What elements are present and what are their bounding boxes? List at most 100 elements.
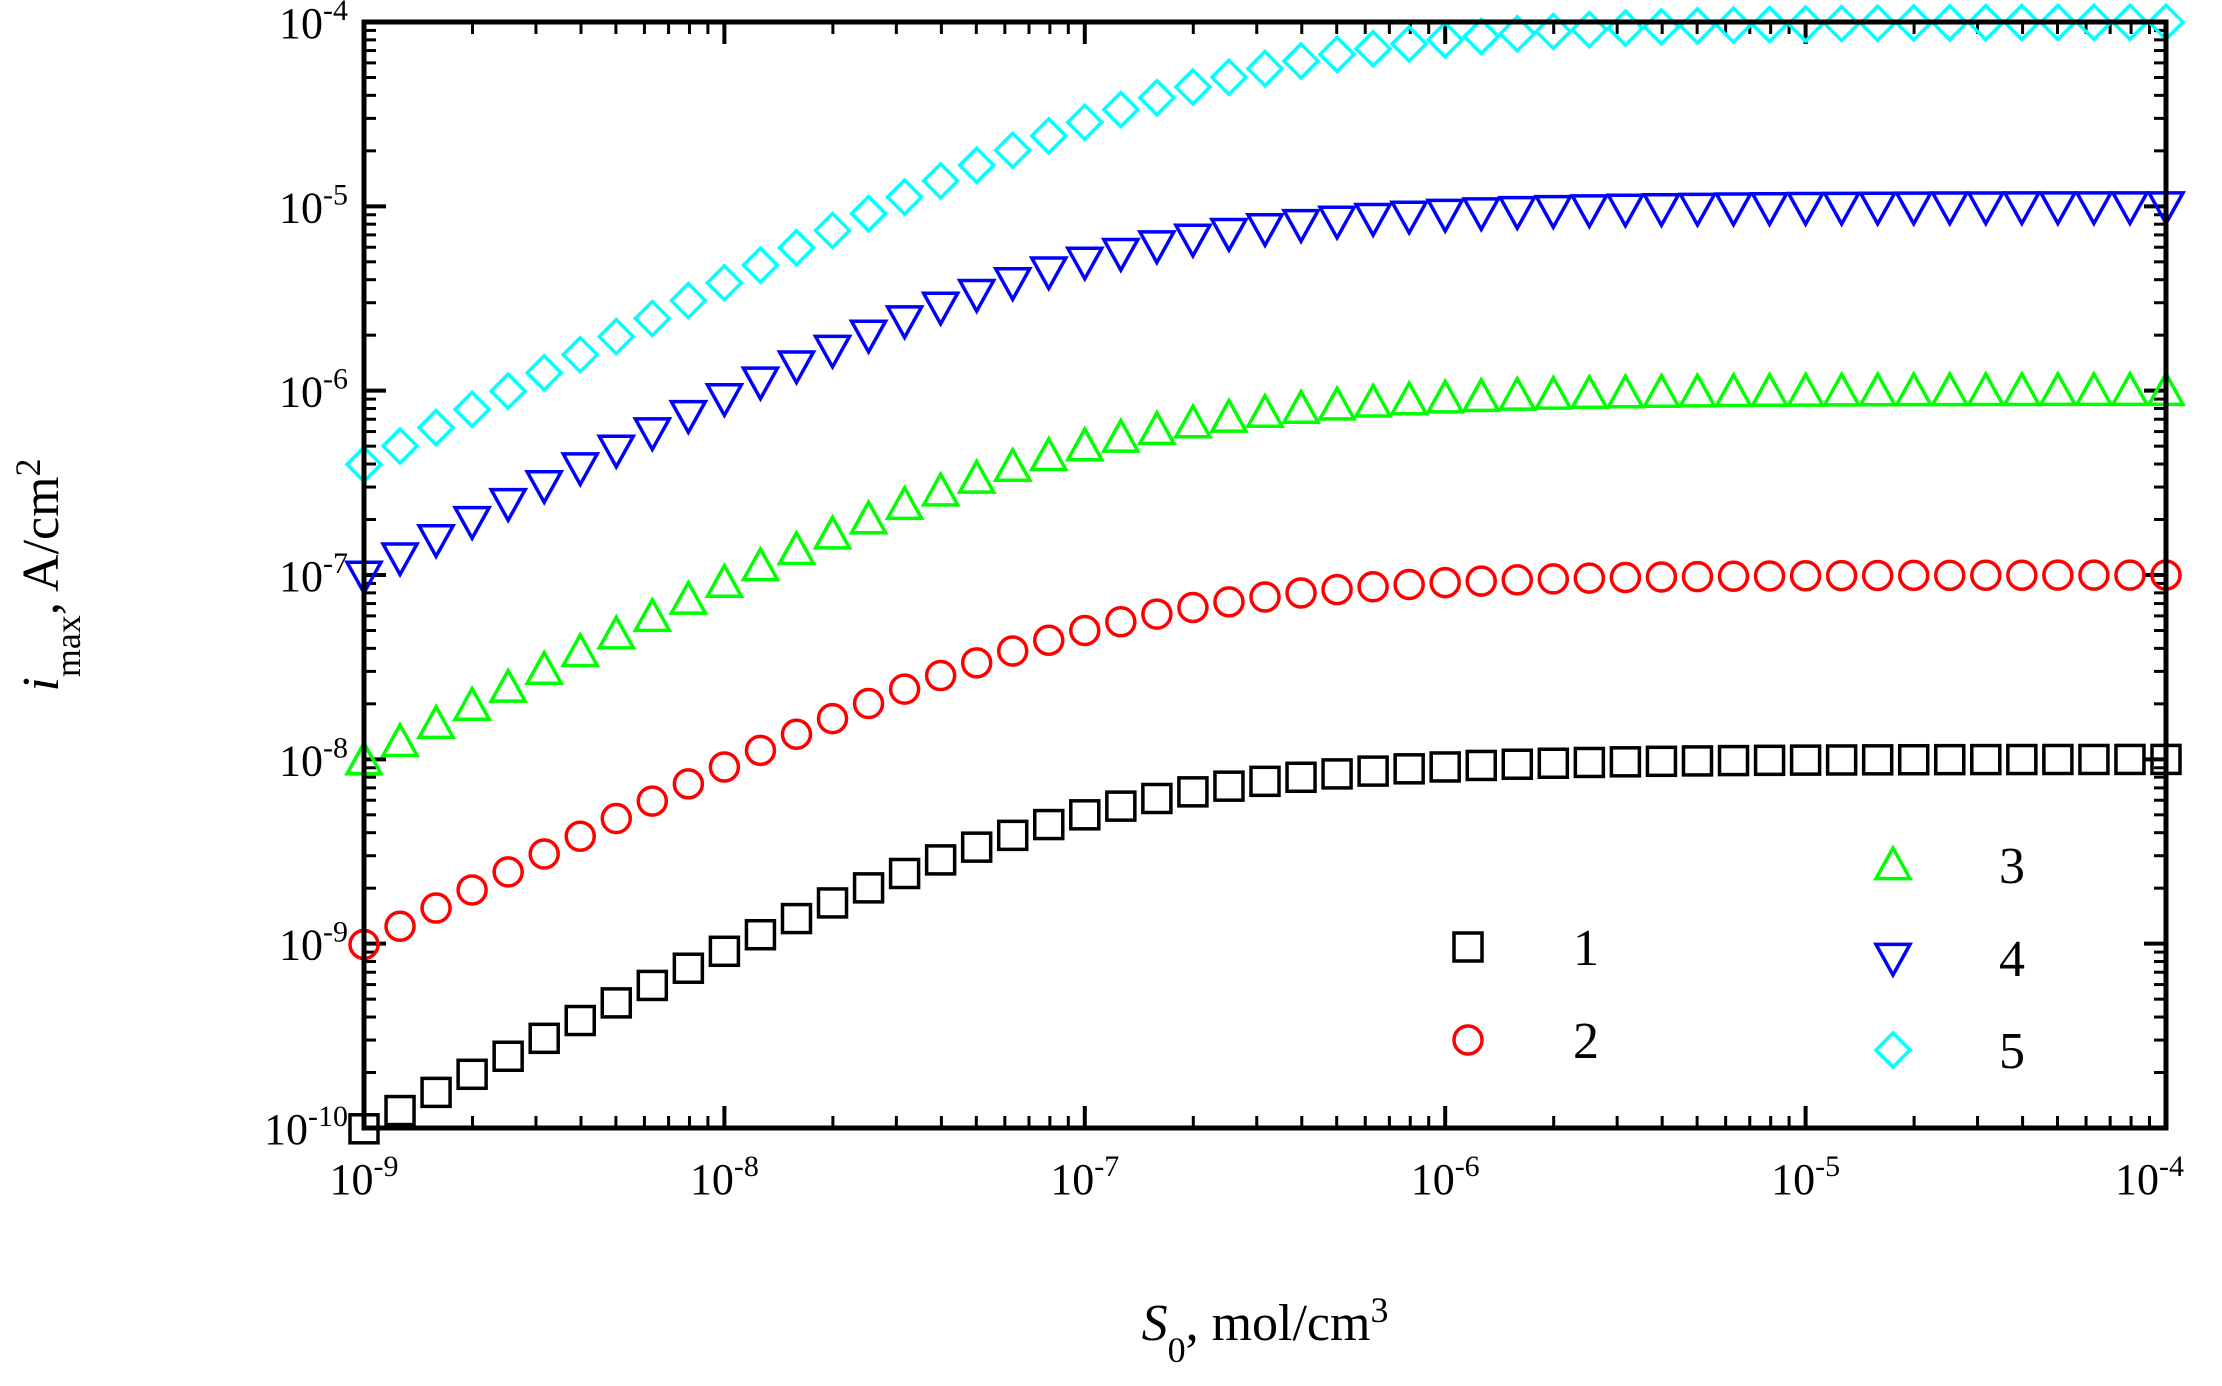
data-point-series-3 bbox=[488, 666, 529, 703]
data-point-series-2 bbox=[1285, 577, 1317, 609]
data-point-series-5 bbox=[524, 353, 564, 393]
series-4 bbox=[344, 191, 2186, 597]
legend-label-1: 1 bbox=[1573, 920, 1599, 977]
data-point-series-3 bbox=[1677, 371, 1718, 408]
x-axis-subscript: 0 bbox=[1168, 1330, 1186, 1370]
data-point-series-5 bbox=[1389, 24, 1429, 64]
y-tick-base: 10 bbox=[279, 0, 323, 48]
data-point-series-3 bbox=[884, 484, 925, 521]
data-point-series-3 bbox=[920, 470, 961, 507]
data-point-series-4 bbox=[1064, 246, 1105, 283]
y-axis-subscript: max bbox=[48, 615, 88, 677]
data-point-series-3 bbox=[1461, 376, 1502, 413]
data-point-series-2 bbox=[744, 734, 777, 767]
data-point-series-3 bbox=[1064, 425, 1105, 462]
plot-frame bbox=[361, 19, 2169, 1131]
data-point-series-1 bbox=[600, 987, 633, 1019]
y-axis-symbol: i bbox=[13, 677, 70, 691]
data-point-series-2 bbox=[1753, 560, 1786, 592]
data-point-series-1 bbox=[456, 1058, 488, 1091]
data-point-series-4 bbox=[1533, 194, 1574, 231]
data-point-series-4 bbox=[596, 434, 637, 471]
y-axis-unit: , A/cm bbox=[13, 476, 70, 615]
data-point-series-3 bbox=[2109, 370, 2150, 407]
data-point-series-5 bbox=[668, 281, 708, 321]
data-point-series-4 bbox=[884, 305, 925, 342]
data-point-series-3 bbox=[704, 562, 745, 598]
legend-item-1: 1 bbox=[1452, 920, 1599, 977]
data-point-series-1 bbox=[1393, 753, 1425, 785]
x-tick-base: 10 bbox=[1771, 1155, 1815, 1204]
data-point-series-2 bbox=[1213, 586, 1245, 618]
y-tick-label: 10-7 bbox=[279, 547, 348, 601]
data-point-series-4 bbox=[1425, 198, 1466, 235]
data-point-series-5 bbox=[740, 245, 780, 285]
data-point-series-2 bbox=[1861, 559, 1894, 592]
data-point-series-4 bbox=[920, 291, 961, 328]
data-point-series-1 bbox=[1177, 776, 1209, 808]
data-point-series-1 bbox=[1825, 744, 1858, 776]
data-point-series-2 bbox=[1897, 559, 1930, 592]
y-axis-label: imax, A/cm2 bbox=[8, 458, 88, 691]
legend-label-2: 2 bbox=[1573, 1013, 1599, 1070]
data-point-series-4 bbox=[776, 350, 817, 387]
data-point-series-2 bbox=[1465, 565, 1497, 597]
data-point-series-5 bbox=[632, 299, 672, 339]
data-point-series-3 bbox=[1353, 381, 1394, 418]
data-point-series-4 bbox=[1461, 197, 1502, 234]
data-point-series-2 bbox=[2114, 559, 2146, 591]
data-point-series-3 bbox=[1136, 409, 1177, 446]
data-point-series-3 bbox=[1245, 392, 1285, 429]
data-point-series-4 bbox=[1028, 256, 1069, 293]
data-point-series-1 bbox=[492, 1040, 524, 1073]
y-tick-base: 10 bbox=[279, 183, 323, 232]
y-axis-unit-superscript: 2 bbox=[8, 458, 48, 476]
data-point-series-1 bbox=[1681, 745, 1714, 777]
data-point-series-2 bbox=[636, 785, 669, 817]
data-point-series-2 bbox=[1789, 560, 1822, 592]
data-point-series-2 bbox=[1177, 591, 1209, 624]
data-point-series-1 bbox=[1429, 751, 1461, 783]
data-point-series-5 bbox=[1714, 5, 1753, 45]
x-axis-unit-superscript: 3 bbox=[1370, 1290, 1388, 1330]
data-point-series-2 bbox=[1357, 571, 1389, 603]
x-tick-base: 10 bbox=[2115, 1155, 2159, 1204]
y-tick-base: 10 bbox=[279, 368, 323, 417]
legend-label-3: 3 bbox=[1999, 838, 2025, 895]
y-tick-base: 10 bbox=[279, 552, 323, 601]
y-tick-label: 10-10 bbox=[264, 1100, 348, 1154]
data-point-series-4 bbox=[524, 469, 565, 506]
y-tick-exponent: -5 bbox=[323, 178, 348, 211]
data-point-series-5 bbox=[560, 335, 600, 375]
data-point-series-2 bbox=[492, 856, 524, 888]
data-point-series-3 bbox=[524, 649, 565, 686]
data-point-series-3 bbox=[416, 703, 457, 740]
y-tick-label: 10-8 bbox=[279, 731, 348, 785]
data-point-series-4 bbox=[1281, 208, 1322, 245]
data-point-series-1 bbox=[1321, 758, 1353, 790]
data-point-series-3 bbox=[1533, 373, 1574, 410]
data-point-series-4 bbox=[1172, 223, 1213, 260]
series-layer bbox=[344, 2, 2186, 1145]
data-point-series-4 bbox=[1353, 202, 1394, 239]
data-point-series-3 bbox=[668, 578, 709, 615]
data-point-series-4 bbox=[1389, 200, 1430, 237]
data-point-series-1 bbox=[1357, 755, 1389, 787]
legend-marker-2 bbox=[1452, 1024, 1484, 1056]
y-tick-exponent: -6 bbox=[323, 363, 348, 396]
data-point-series-1 bbox=[1537, 747, 1570, 779]
data-point-series-1 bbox=[1970, 743, 2002, 776]
data-point-series-4 bbox=[812, 334, 853, 371]
data-point-series-5 bbox=[1930, 3, 1970, 43]
data-point-series-4 bbox=[488, 487, 529, 524]
data-point-series-5 bbox=[1533, 11, 1573, 51]
data-point-series-1 bbox=[1573, 746, 1606, 779]
x-tick-label: 10-4 bbox=[2115, 1150, 2184, 1204]
data-point-series-5 bbox=[596, 317, 636, 357]
data-point-series-4 bbox=[668, 399, 709, 436]
data-point-series-1 bbox=[1465, 749, 1497, 782]
legend-label-5: 5 bbox=[1999, 1023, 2025, 1080]
y-tick-label: 10-5 bbox=[279, 178, 348, 232]
data-point-series-2 bbox=[780, 718, 813, 750]
data-point-series-2 bbox=[1501, 564, 1534, 596]
